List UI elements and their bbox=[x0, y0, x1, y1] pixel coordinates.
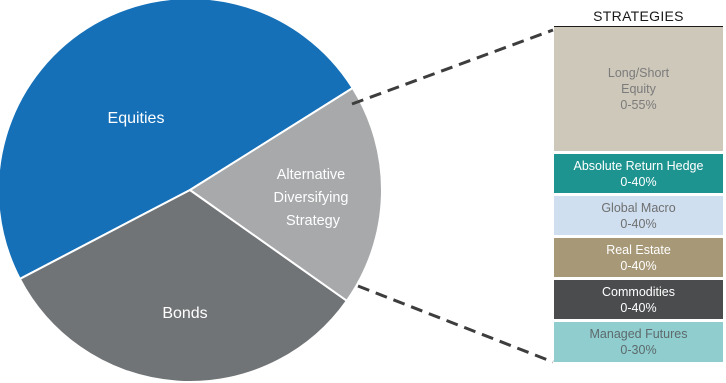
strategy-segment: Real Estate 0-40% bbox=[554, 238, 723, 280]
strategies-list: Long/Short Equity 0-55% Absolute Return Hed… bbox=[554, 27, 723, 362]
alternative-strategy-label: Alternative Diversifying Strategy bbox=[274, 167, 353, 229]
strategy-range: 0-40% bbox=[620, 174, 657, 189]
strategy-name: Equity bbox=[621, 82, 656, 96]
strategy-segment: Global Macro 0-40% bbox=[554, 196, 723, 238]
pie-slice-alternative bbox=[188, 86, 383, 303]
strategy-name: Managed Futures bbox=[589, 327, 688, 341]
connector-line-bottom bbox=[357, 284, 554, 364]
strategy-range: 0-30% bbox=[620, 343, 657, 357]
pie-chart: Equities Alternative Diversifying Strate… bbox=[0, 0, 554, 383]
strategy-segment: Long/Short Equity 0-55% bbox=[554, 27, 723, 154]
strategy-segment: Managed Futures 0-30% bbox=[554, 322, 723, 362]
strategies-title: STRATEGIES bbox=[554, 5, 723, 27]
equities-label: Equities bbox=[108, 110, 165, 127]
strategy-range: 0-40% bbox=[620, 258, 657, 273]
alternative-label-line-1: Alternative bbox=[277, 167, 346, 183]
strategy-name: Commodities bbox=[602, 284, 675, 299]
pie-slice-bonds bbox=[18, 188, 349, 383]
strategy-segment: Commodities 0-40% bbox=[554, 280, 723, 322]
strategy-name: Long/Short bbox=[607, 66, 670, 80]
strategy-name: Global Macro bbox=[601, 200, 676, 215]
connector-line-top bbox=[351, 28, 554, 106]
strategy-range: 0-40% bbox=[620, 216, 657, 231]
strategy-range: 0-40% bbox=[620, 300, 657, 315]
strategy-range: 0-55% bbox=[620, 98, 657, 112]
pie-slice-equities bbox=[0, 0, 355, 281]
alternative-label-line-3: Strategy bbox=[286, 213, 341, 229]
alternative-label-line-2: Diversifying bbox=[274, 190, 349, 206]
strategy-segment: Absolute Return Hedge 0-40% bbox=[554, 154, 723, 196]
strategies-panel: STRATEGIES Long/Short Equity 0-55% Absolute… bbox=[554, 5, 723, 380]
bonds-label: Bonds bbox=[162, 305, 207, 322]
strategy-name: Absolute Return Hedge bbox=[573, 158, 704, 173]
strategy-name: Real Estate bbox=[606, 242, 671, 257]
